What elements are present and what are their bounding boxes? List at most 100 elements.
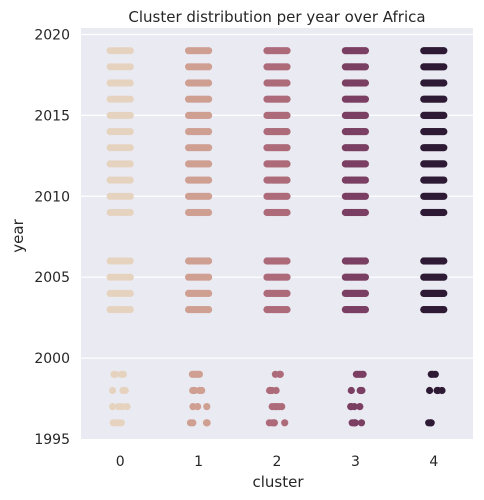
x-tick-3: 3 [351,454,360,470]
point-cluster-2-1997 [271,403,279,411]
y-tick-2010: 2010 [34,189,70,205]
point-cluster-1-1997 [203,403,211,411]
point-cluster-1-2006 [205,257,213,265]
point-cluster-3-1997 [347,403,355,411]
point-cluster-4-2003 [440,306,448,314]
point-cluster-2-2011 [283,176,291,184]
y-tick-2015: 2015 [34,108,70,124]
point-cluster-0-2006 [126,257,134,265]
point-cluster-4-2013 [440,144,448,152]
point-cluster-3-2018 [361,63,369,71]
point-cluster-2-1996 [281,419,289,427]
point-cluster-0-2005 [126,273,134,281]
point-cluster-0-2019 [126,47,134,55]
point-cluster-1-2016 [205,95,213,103]
point-cluster-1-1997 [189,403,197,411]
point-cluster-2-2019 [283,47,291,55]
point-cluster-0-1998 [119,386,127,395]
point-cluster-3-1998 [347,386,355,395]
point-cluster-1-1998 [189,386,197,395]
point-cluster-1-1998 [198,386,206,395]
point-cluster-1-2013 [205,144,213,152]
point-cluster-4-1998 [438,386,446,395]
point-cluster-1-2014 [205,128,213,136]
point-cluster-1-2017 [205,79,213,87]
point-cluster-0-2013 [126,144,134,152]
point-cluster-0-1998 [109,386,117,395]
point-cluster-4-2004 [440,289,448,297]
point-cluster-2-2009 [283,208,291,217]
y-tick-labels: 1995 2000 2005 2010 2015 2020 [34,27,70,448]
point-cluster-2-2016 [283,95,291,103]
point-cluster-3-2013 [361,144,369,152]
point-cluster-3-2015 [361,111,369,119]
x-axis-label: cluster [252,473,304,491]
point-cluster-0-2009 [126,208,134,217]
point-cluster-1-2004 [205,289,213,297]
point-cluster-0-2016 [126,95,134,103]
point-cluster-3-2017 [361,79,369,87]
point-cluster-1-2010 [205,192,213,200]
y-tick-2000: 2000 [34,351,70,367]
point-cluster-0-2003 [126,306,134,314]
point-cluster-4-2019 [440,47,448,55]
point-cluster-4-1999 [429,370,437,378]
x-tick-1: 1 [194,454,203,470]
point-cluster-2-2003 [283,306,291,314]
point-cluster-1-2018 [205,63,213,71]
point-cluster-2-1998 [272,386,280,395]
point-cluster-1-2011 [205,176,213,184]
point-cluster-1-2003 [205,306,213,314]
point-cluster-2-1998 [266,386,274,395]
point-cluster-4-2016 [440,95,448,103]
point-cluster-1-2012 [205,160,213,168]
point-cluster-3-1999 [352,370,360,378]
point-cluster-4-2011 [440,176,448,184]
point-cluster-1-2015 [205,111,213,119]
point-cluster-3-2012 [361,160,369,168]
point-cluster-1-1999 [188,370,196,378]
point-cluster-0-1999 [117,370,125,378]
point-cluster-0-2015 [126,111,134,119]
point-cluster-3-2014 [361,128,369,136]
point-cluster-2-1999 [276,370,284,378]
point-cluster-4-1996 [425,419,433,427]
y-tick-2020: 2020 [34,27,70,43]
point-cluster-3-2011 [361,176,369,184]
point-cluster-0-1997 [115,403,123,411]
x-tick-0: 0 [116,454,125,470]
point-cluster-1-1996 [186,419,195,427]
point-cluster-4-2018 [440,63,448,71]
x-tick-2: 2 [273,454,282,470]
point-cluster-2-2013 [283,144,291,152]
point-cluster-2-2017 [283,79,291,87]
point-cluster-2-2018 [283,63,291,71]
y-axis-label: year [9,218,27,252]
point-cluster-0-1997 [109,403,117,411]
point-cluster-3-2003 [361,306,369,314]
point-cluster-1-2019 [205,47,213,55]
point-cluster-2-1996 [268,419,276,427]
point-cluster-0-2011 [126,176,134,184]
point-cluster-4-2014 [440,128,448,136]
point-cluster-4-2010 [440,192,448,200]
point-cluster-2-2010 [283,192,291,200]
point-cluster-0-1999 [110,370,118,378]
point-cluster-0-1996 [115,419,123,427]
point-cluster-4-2005 [440,273,448,281]
point-cluster-3-2010 [361,192,369,200]
point-cluster-1-2009 [205,208,213,217]
x-tick-labels: 0 1 2 3 4 [116,454,439,470]
point-cluster-2-2014 [283,128,291,136]
x-tick-4: 4 [429,454,438,470]
point-cluster-4-2012 [440,160,448,168]
point-cluster-0-2018 [126,63,134,71]
point-cluster-0-2017 [126,79,134,87]
point-cluster-3-2006 [361,257,369,265]
point-cluster-3-2005 [361,273,369,281]
point-cluster-2-2005 [283,273,291,281]
point-cluster-3-1996 [357,419,366,427]
point-cluster-2-2015 [283,111,291,119]
point-cluster-0-2004 [126,289,134,297]
